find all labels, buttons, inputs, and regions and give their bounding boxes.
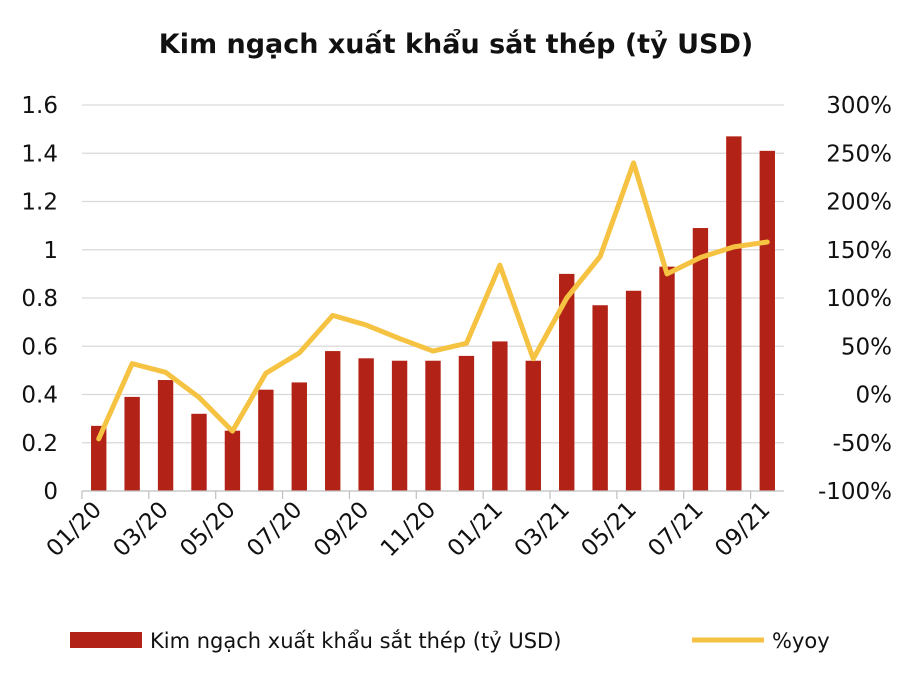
- x-axis-tick-label: 09/20: [309, 497, 374, 562]
- right-axis-tick-label: 0%: [856, 383, 893, 409]
- yoy-line: [96, 160, 770, 442]
- legend: Kim ngạch xuất khẩu sắt thép (tỷ USD) %y…: [70, 629, 830, 653]
- chart-title: Kim ngạch xuất khẩu sắt thép (tỷ USD): [159, 27, 753, 60]
- x-axis-tick-label: 03/20: [109, 497, 174, 562]
- x-axis-tick-label: 05/21: [577, 497, 642, 562]
- bar: [391, 360, 408, 491]
- bar: [358, 358, 374, 491]
- bar: [258, 389, 274, 491]
- legend-label-yoy: %yoy: [772, 629, 830, 653]
- left-axis-tick-label: 0.4: [21, 383, 58, 409]
- right-axis-tick-label: 200%: [826, 190, 892, 216]
- x-axis-tick-label: 03/21: [510, 497, 575, 562]
- legend-label-export: Kim ngạch xuất khẩu sắt thép (tỷ USD): [150, 629, 561, 653]
- bar-series: [91, 136, 775, 492]
- legend-bar-swatch: [70, 632, 142, 648]
- x-axis-tick-label: 01/21: [443, 497, 508, 562]
- left-axis-tick-label: 0.6: [21, 334, 58, 360]
- bar: [492, 341, 508, 491]
- x-axis-tick-label: 01/20: [42, 497, 107, 562]
- right-axis-tick-label: 50%: [841, 334, 892, 360]
- bar: [625, 290, 642, 491]
- left-axis-tick-label: 1.4: [21, 141, 58, 167]
- bar: [124, 396, 140, 491]
- x-axis-tick-label: 05/20: [175, 497, 240, 562]
- bar: [325, 351, 341, 491]
- bar: [458, 355, 475, 491]
- bar: [425, 360, 441, 491]
- x-axis-tick-label: 09/21: [710, 497, 775, 562]
- bar: [291, 382, 307, 491]
- bar: [759, 150, 775, 491]
- left-axis-tick-label: 0: [43, 479, 58, 505]
- bar: [191, 413, 207, 491]
- bar: [692, 228, 709, 491]
- x-axis-tick-label: 07/20: [242, 497, 307, 562]
- left-axis-tick-label: 1.6: [21, 93, 58, 119]
- right-axis-tick-label: 300%: [826, 93, 892, 119]
- x-axis-tick-label: 11/20: [376, 497, 441, 562]
- right-axis-tick-label: 100%: [826, 286, 892, 312]
- bar: [224, 430, 241, 491]
- bar: [91, 425, 107, 491]
- right-axis-tick-label: -50%: [833, 431, 892, 457]
- bar: [659, 266, 675, 491]
- bar: [559, 273, 575, 491]
- line-series: [96, 160, 770, 442]
- left-axis-tick-label: 0.2: [21, 431, 58, 457]
- bar: [592, 305, 608, 491]
- right-axis-tick-label: -100%: [818, 479, 892, 505]
- left-axis-tick-label: 0.8: [21, 286, 58, 312]
- bar: [525, 360, 541, 491]
- bar: [726, 136, 742, 492]
- x-axis-tick-label: 07/21: [643, 497, 708, 562]
- left-axis-tick-label: 1.2: [21, 190, 58, 216]
- right-axis-tick-label: 150%: [826, 238, 892, 264]
- right-axis-tick-label: 250%: [826, 141, 892, 167]
- left-axis-tick-label: 1: [43, 238, 58, 264]
- bar: [157, 380, 174, 491]
